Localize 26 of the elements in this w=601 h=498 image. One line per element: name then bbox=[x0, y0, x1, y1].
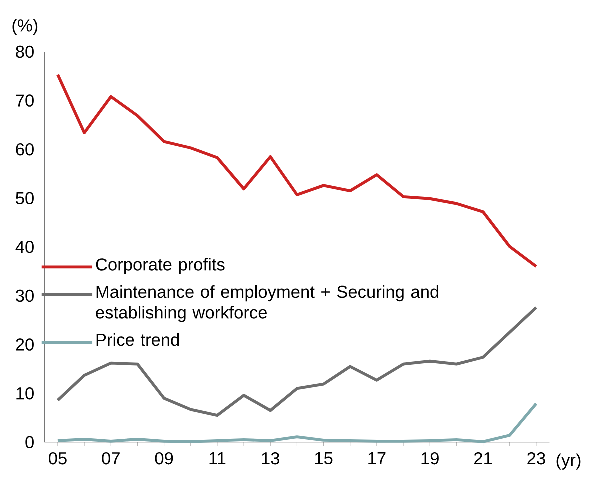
x-tick-label: 21 bbox=[474, 452, 492, 464]
x-tick-label: 23 bbox=[528, 452, 546, 465]
x-tick-label: 15 bbox=[315, 452, 333, 464]
y-axis-title: (%) bbox=[12, 18, 38, 36]
x-tick-label: 09 bbox=[155, 452, 174, 465]
legend-label: Maintenance of employment + Securing and establishing workforce bbox=[96, 285, 439, 322]
y-tick-label: 10 bbox=[16, 387, 34, 400]
y-tick-label: 30 bbox=[16, 290, 34, 302]
y-tick-label: 20 bbox=[16, 338, 34, 351]
line-series bbox=[56, 306, 538, 417]
x-axis-title: (yr) bbox=[556, 454, 581, 470]
x-tick-label: 17 bbox=[368, 452, 386, 464]
y-tick-label: 0 bbox=[26, 436, 34, 448]
legend-label: Corporate profits bbox=[96, 258, 225, 274]
y-tick-label: 40 bbox=[16, 240, 34, 254]
y-tick-label: 50 bbox=[16, 192, 34, 204]
x-tick-label: 19 bbox=[422, 452, 439, 465]
legend-label: Price trend bbox=[96, 333, 180, 346]
line-series bbox=[56, 402, 538, 444]
x-tick-label: 11 bbox=[210, 452, 226, 464]
y-tick-label: 70 bbox=[16, 94, 34, 107]
y-tick-label: 60 bbox=[16, 143, 34, 156]
x-tick-label: 07 bbox=[102, 452, 120, 465]
x-tick-label: 05 bbox=[49, 452, 67, 465]
y-tick-label: 80 bbox=[16, 46, 34, 58]
x-tick-label: 13 bbox=[262, 452, 280, 465]
